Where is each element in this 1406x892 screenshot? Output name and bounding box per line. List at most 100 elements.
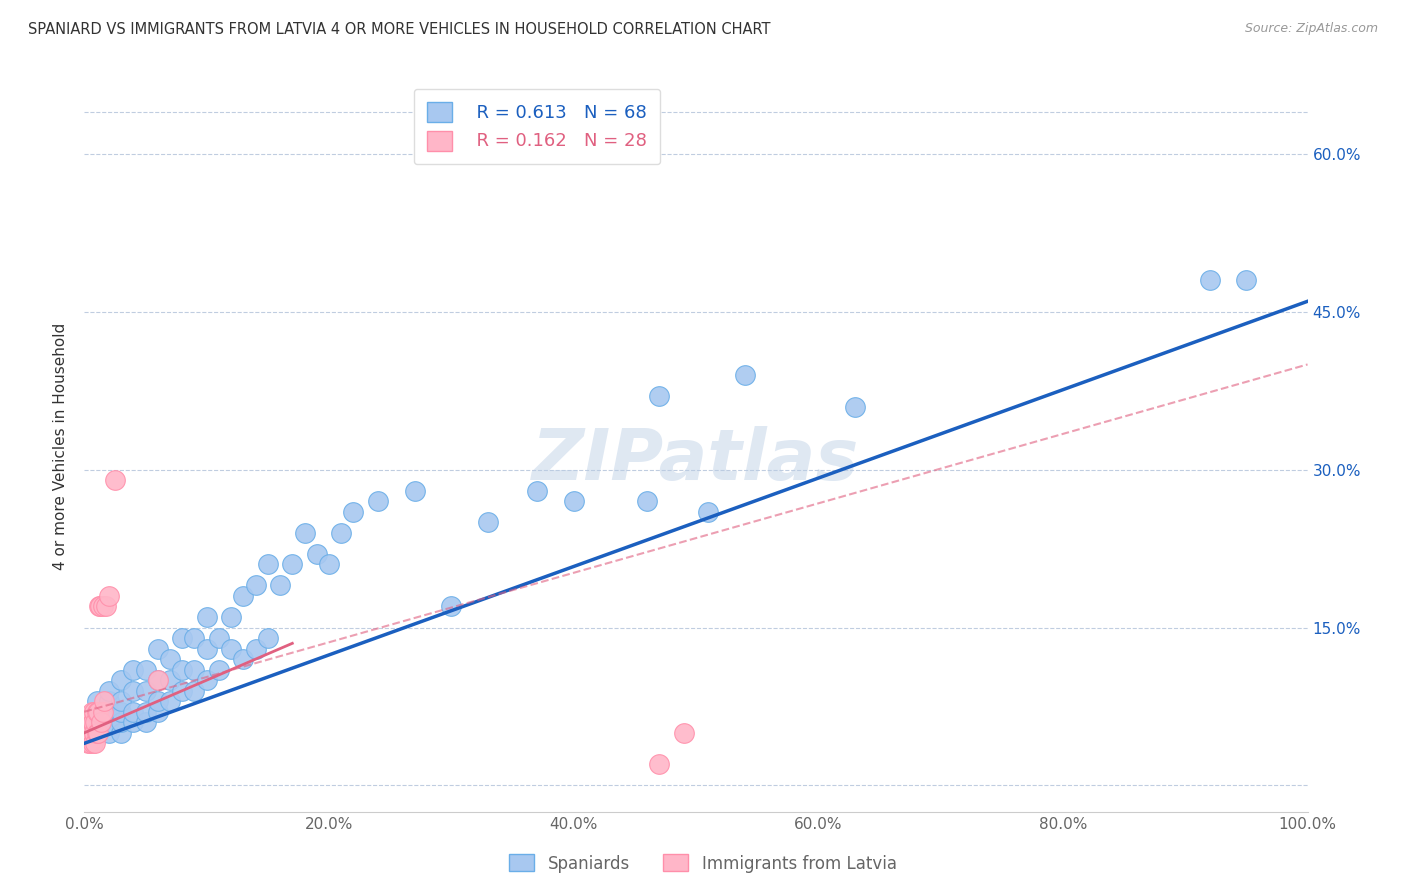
Point bbox=[219, 610, 242, 624]
Point bbox=[122, 663, 145, 677]
Point bbox=[257, 631, 280, 645]
Point bbox=[232, 652, 254, 666]
Point bbox=[257, 558, 280, 572]
Y-axis label: 4 or more Vehicles in Household: 4 or more Vehicles in Household bbox=[53, 322, 69, 570]
Point bbox=[195, 610, 218, 624]
Point bbox=[245, 641, 267, 656]
Text: Source: ZipAtlas.com: Source: ZipAtlas.com bbox=[1244, 22, 1378, 36]
Point bbox=[80, 705, 103, 719]
Point bbox=[97, 589, 120, 603]
Point bbox=[245, 578, 267, 592]
Point bbox=[526, 483, 548, 498]
Point bbox=[208, 663, 231, 677]
Point bbox=[305, 547, 328, 561]
Point bbox=[82, 715, 104, 730]
Point bbox=[87, 726, 110, 740]
Point bbox=[79, 715, 101, 730]
Point bbox=[84, 715, 107, 730]
Point bbox=[86, 715, 108, 730]
Point bbox=[122, 683, 145, 698]
Point bbox=[330, 525, 353, 540]
Text: SPANIARD VS IMMIGRANTS FROM LATVIA 4 OR MORE VEHICLES IN HOUSEHOLD CORRELATION C: SPANIARD VS IMMIGRANTS FROM LATVIA 4 OR … bbox=[28, 22, 770, 37]
Point bbox=[97, 705, 120, 719]
Point bbox=[104, 473, 127, 487]
Point bbox=[146, 694, 169, 708]
Point bbox=[183, 683, 205, 698]
Point bbox=[146, 641, 169, 656]
Point bbox=[146, 705, 169, 719]
Point bbox=[97, 683, 120, 698]
Point bbox=[172, 631, 194, 645]
Point bbox=[77, 736, 100, 750]
Point bbox=[87, 599, 110, 614]
Point bbox=[110, 673, 132, 688]
Point bbox=[79, 736, 101, 750]
Point bbox=[82, 736, 104, 750]
Point bbox=[183, 663, 205, 677]
Point bbox=[86, 694, 108, 708]
Point bbox=[135, 715, 157, 730]
Point bbox=[172, 663, 194, 677]
Point bbox=[636, 494, 658, 508]
Point bbox=[648, 757, 671, 772]
Point bbox=[97, 726, 120, 740]
Point bbox=[110, 705, 132, 719]
Legend:   R = 0.613   N = 68,   R = 0.162   N = 28: R = 0.613 N = 68, R = 0.162 N = 28 bbox=[413, 88, 661, 164]
Point bbox=[562, 494, 585, 508]
Point bbox=[84, 736, 107, 750]
Point bbox=[342, 505, 364, 519]
Point bbox=[97, 715, 120, 730]
Point bbox=[135, 683, 157, 698]
Point bbox=[135, 663, 157, 677]
Point bbox=[86, 726, 108, 740]
Point bbox=[86, 705, 108, 719]
Point bbox=[122, 705, 145, 719]
Point bbox=[110, 726, 132, 740]
Point bbox=[87, 705, 110, 719]
Point bbox=[1236, 273, 1258, 287]
Text: ZIPatlas: ZIPatlas bbox=[533, 426, 859, 495]
Point bbox=[159, 694, 181, 708]
Point bbox=[281, 558, 304, 572]
Point bbox=[734, 368, 756, 382]
Point bbox=[90, 715, 112, 730]
Point bbox=[844, 400, 866, 414]
Point bbox=[135, 705, 157, 719]
Point bbox=[219, 641, 242, 656]
Point bbox=[83, 726, 105, 740]
Point bbox=[208, 631, 231, 645]
Point bbox=[146, 673, 169, 688]
Point bbox=[195, 641, 218, 656]
Point bbox=[110, 694, 132, 708]
Point bbox=[86, 705, 108, 719]
Point bbox=[477, 516, 499, 530]
Point bbox=[122, 715, 145, 730]
Point bbox=[77, 726, 100, 740]
Point bbox=[183, 631, 205, 645]
Point bbox=[80, 726, 103, 740]
Point bbox=[672, 726, 695, 740]
Point bbox=[86, 726, 108, 740]
Point bbox=[91, 705, 114, 719]
Point bbox=[93, 694, 115, 708]
Point bbox=[367, 494, 389, 508]
Point bbox=[110, 715, 132, 730]
Point bbox=[146, 673, 169, 688]
Point bbox=[96, 599, 118, 614]
Point bbox=[159, 673, 181, 688]
Point bbox=[232, 589, 254, 603]
Point bbox=[440, 599, 463, 614]
Point bbox=[697, 505, 720, 519]
Point bbox=[318, 558, 340, 572]
Point bbox=[89, 599, 111, 614]
Point bbox=[294, 525, 316, 540]
Point bbox=[404, 483, 426, 498]
Point bbox=[195, 673, 218, 688]
Point bbox=[269, 578, 291, 592]
Point bbox=[91, 599, 114, 614]
Point bbox=[97, 694, 120, 708]
Legend: Spaniards, Immigrants from Latvia: Spaniards, Immigrants from Latvia bbox=[503, 847, 903, 880]
Point bbox=[1198, 273, 1220, 287]
Point bbox=[648, 389, 671, 403]
Point bbox=[83, 705, 105, 719]
